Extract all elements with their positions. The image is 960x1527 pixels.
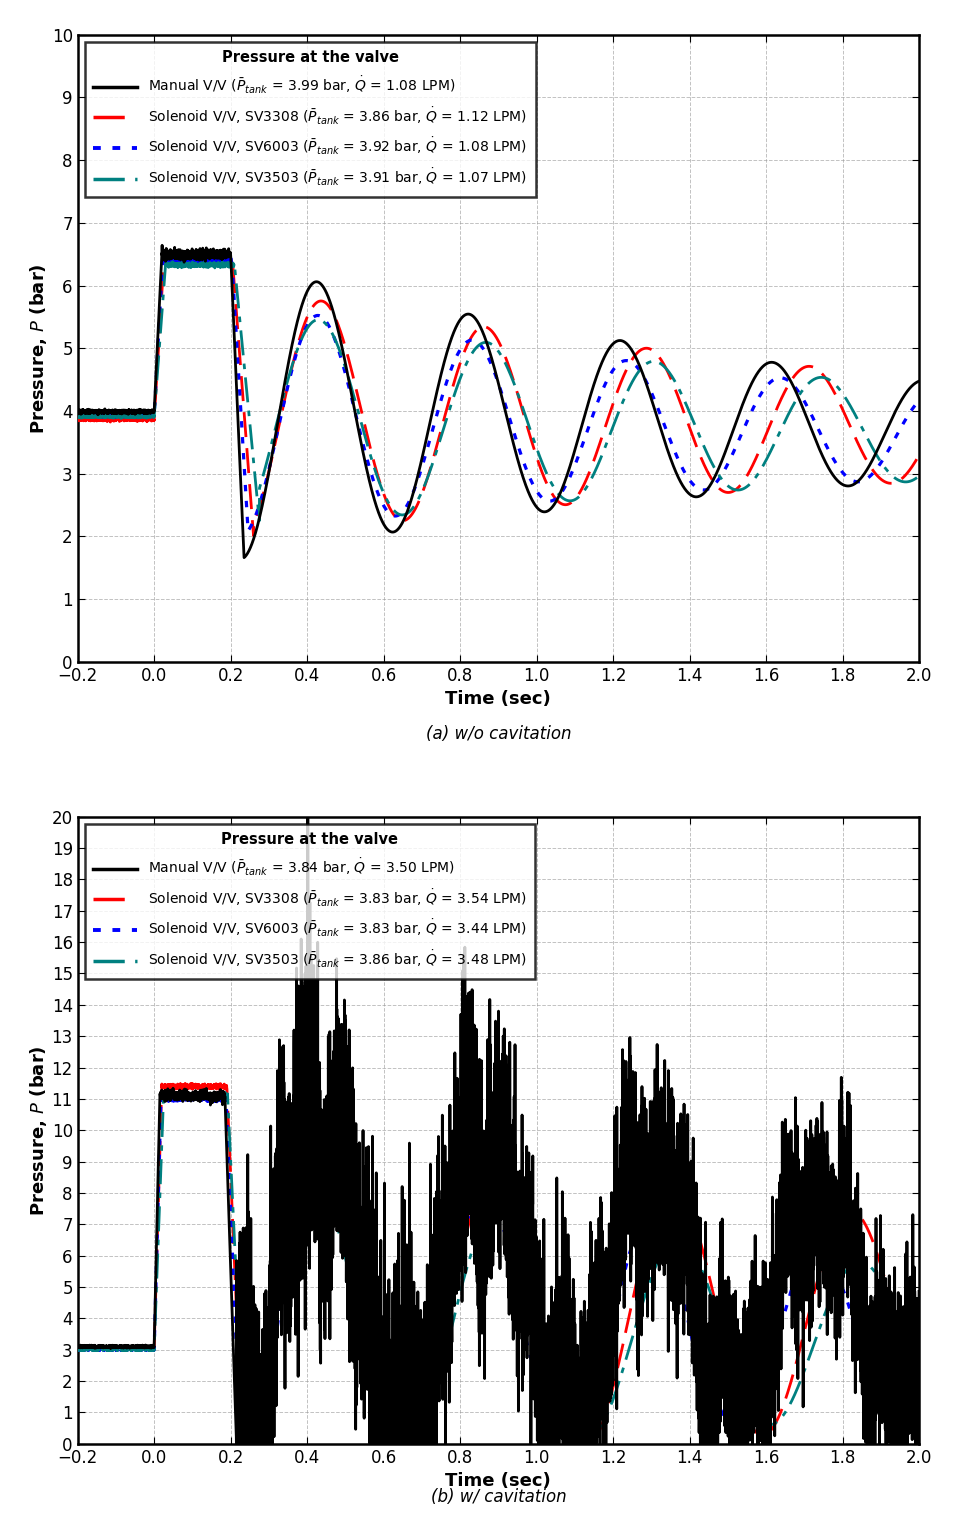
X-axis label: Time (sec): Time (sec) — [445, 1472, 551, 1490]
Text: (b) w/ cavitation: (b) w/ cavitation — [430, 1487, 566, 1506]
Y-axis label: Pressure, $P$ (bar): Pressure, $P$ (bar) — [28, 1044, 49, 1215]
Text: (a) w/o cavitation: (a) w/o cavitation — [425, 725, 571, 742]
Legend: Manual V/V ($\bar{P}_{tank}$ = 3.99 bar, $\dot{Q}$ = 1.08 LPM), Solenoid V/V, SV: Manual V/V ($\bar{P}_{tank}$ = 3.99 bar,… — [84, 41, 536, 197]
X-axis label: Time (sec): Time (sec) — [445, 690, 551, 709]
Legend: Manual V/V ($\bar{P}_{tank}$ = 3.84 bar, $\dot{Q}$ = 3.50 LPM), Solenoid V/V, SV: Manual V/V ($\bar{P}_{tank}$ = 3.84 bar,… — [84, 823, 536, 979]
Y-axis label: Pressure, $P$ (bar): Pressure, $P$ (bar) — [28, 263, 49, 434]
